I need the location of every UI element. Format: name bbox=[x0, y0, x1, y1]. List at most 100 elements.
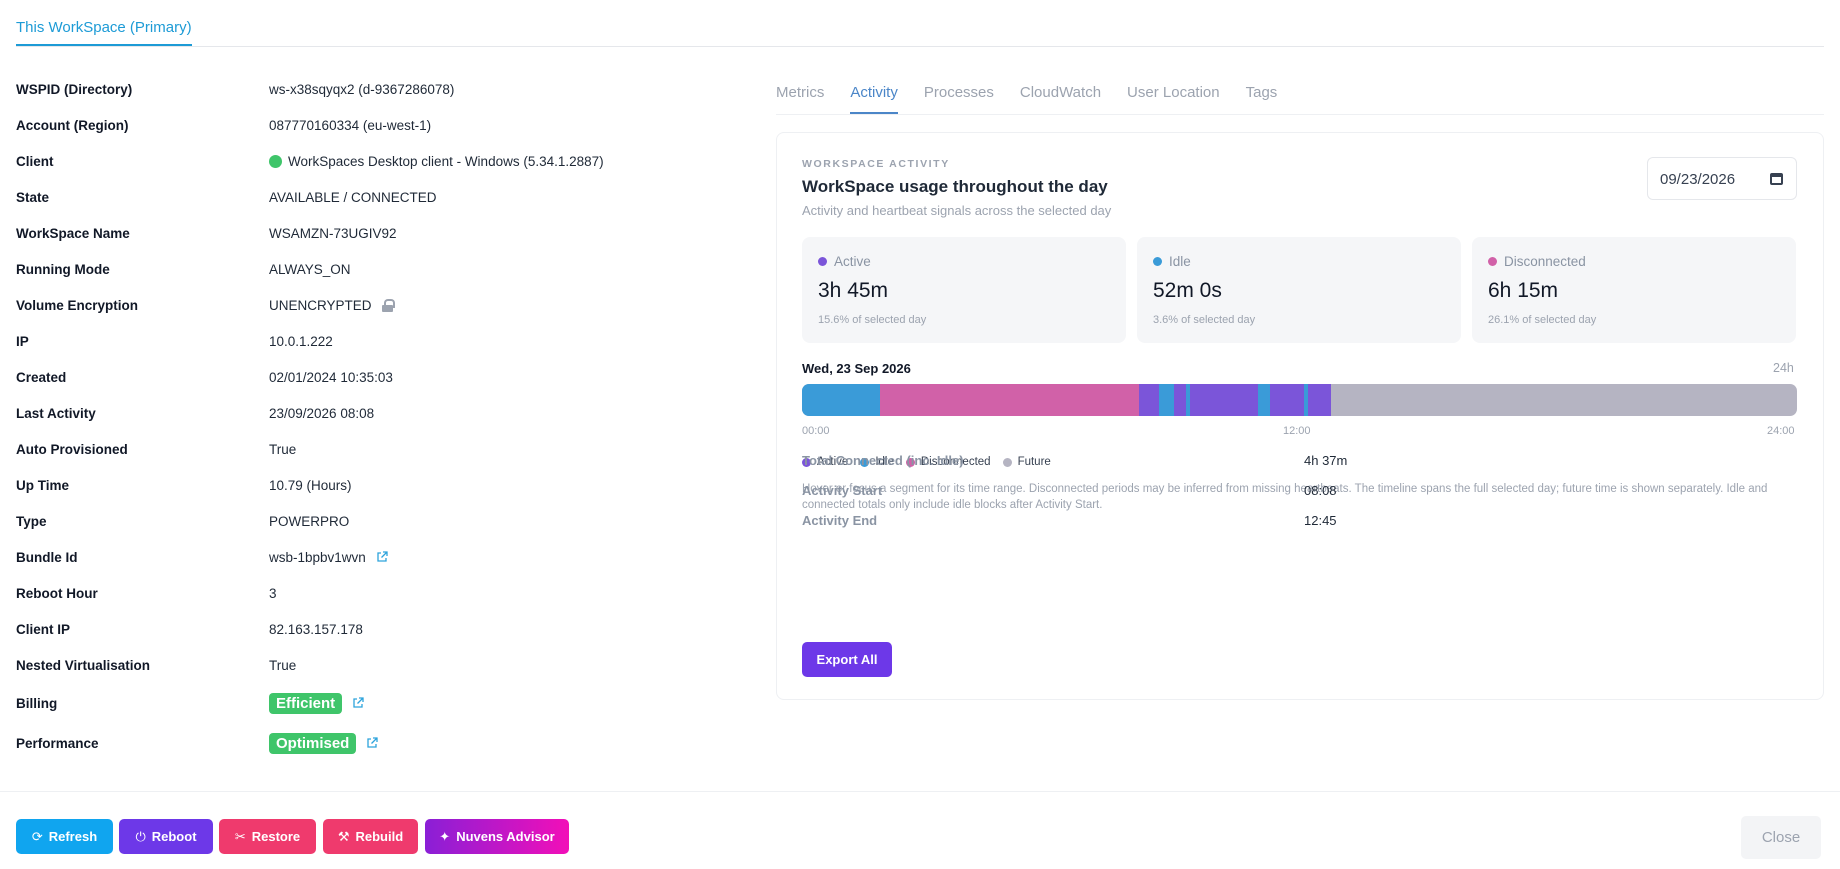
activity-card: WORKSPACE ACTIVITY WorkSpace usage throu… bbox=[776, 132, 1824, 700]
detail-row-last-activity: Last Activity 23/09/2026 08:08 bbox=[16, 395, 756, 431]
stat-label: Active bbox=[834, 254, 871, 269]
tab-cloudwatch[interactable]: CloudWatch bbox=[1019, 84, 1102, 101]
export-all-button[interactable]: Export All bbox=[802, 642, 892, 677]
nuvens-advisor-button[interactable]: ✦ Nuvens Advisor bbox=[425, 819, 569, 854]
timeline-segment-disconnected[interactable] bbox=[879, 384, 1140, 416]
detail-value: True bbox=[269, 657, 297, 673]
timeline-segment-active[interactable] bbox=[1307, 384, 1331, 416]
disconnected-dot-icon bbox=[1488, 257, 1497, 266]
legend-item-active: Active bbox=[802, 456, 848, 468]
calendar-icon[interactable] bbox=[1770, 173, 1783, 185]
detail-row-wspid: WSPID (Directory) ws-x38sqyqx2 (d-936728… bbox=[16, 71, 756, 107]
rebuild-button[interactable]: ⚒ Rebuild bbox=[323, 819, 418, 854]
legend-dot-icon bbox=[1002, 457, 1012, 467]
stat-card-idle: Idle 52m 0s 3.6% of selected day bbox=[1137, 237, 1461, 343]
timeline-segment-idle[interactable] bbox=[1158, 384, 1175, 416]
date-picker-input[interactable]: 09/23/2026 bbox=[1647, 157, 1797, 200]
detail-value: UNENCRYPTED bbox=[269, 297, 372, 313]
detail-row-running-mode: Running Mode ALWAYS_ON bbox=[16, 251, 756, 287]
stat-percent: 15.6% of selected day bbox=[818, 314, 927, 326]
timeline-note: Hover or focus a segment for its time ra… bbox=[802, 483, 1768, 511]
close-button[interactable]: Close bbox=[1741, 816, 1821, 859]
workspace-tabs: This WorkSpace (Primary) bbox=[16, 0, 1824, 47]
legend-label: Disconnected bbox=[920, 456, 991, 468]
summary-value-activity-start: 08:08 bbox=[1304, 483, 1337, 498]
timeline-segment-idle[interactable] bbox=[1186, 384, 1190, 416]
stat-card-active: Active 3h 45m 15.6% of selected day bbox=[802, 237, 1126, 343]
detail-value: True bbox=[269, 441, 297, 457]
card-subtitle: Activity and heartbeat signals across th… bbox=[802, 203, 1112, 218]
detail-row-ip: IP 10.0.1.222 bbox=[16, 323, 756, 359]
legend-item-future: Future bbox=[1002, 456, 1051, 468]
tab-tags[interactable]: Tags bbox=[1245, 84, 1278, 101]
detail-row-bundle-id: Bundle Id wsb-1bpbv1wvn bbox=[16, 539, 756, 575]
stat-value: 3h 45m bbox=[818, 279, 889, 302]
detail-value: ALWAYS_ON bbox=[269, 261, 351, 277]
summary-label-activity-start: Activity Start bbox=[802, 483, 883, 498]
timeline-span: 24h bbox=[1773, 361, 1794, 375]
external-link-icon[interactable] bbox=[352, 697, 364, 709]
detail-label: Volume Encryption bbox=[16, 297, 139, 313]
stat-value: 52m 0s bbox=[1153, 279, 1222, 302]
active-dot-icon bbox=[818, 257, 827, 266]
legend-item-disconnected: Disconnected bbox=[905, 456, 991, 468]
detail-value: WorkSpaces Desktop client - Windows (5.3… bbox=[288, 153, 604, 169]
restore-button[interactable]: ✂ Restore bbox=[219, 819, 316, 854]
timeline-segment-active[interactable] bbox=[1139, 384, 1159, 416]
timeline-segment-active[interactable] bbox=[1174, 384, 1187, 416]
detail-label: Client bbox=[16, 153, 54, 169]
detail-label: IP bbox=[16, 333, 29, 349]
activity-timeline-bar bbox=[802, 384, 1797, 416]
detail-label: Performance bbox=[16, 735, 99, 751]
detail-value: 10.0.1.222 bbox=[269, 333, 333, 349]
detail-label: Reboot Hour bbox=[16, 585, 98, 601]
external-link-icon[interactable] bbox=[376, 551, 388, 563]
detail-label: WorkSpace Name bbox=[16, 225, 130, 241]
idle-dot-icon bbox=[1153, 257, 1162, 266]
refresh-button[interactable]: ⟳ Refresh bbox=[16, 819, 113, 854]
detail-label: Created bbox=[16, 369, 67, 385]
summary-value-activity-end: 12:45 bbox=[1304, 513, 1337, 528]
detail-label: Last Activity bbox=[16, 405, 96, 421]
timeline-segment-idle[interactable] bbox=[802, 384, 880, 416]
summary-value-total-connected: 4h 37m bbox=[1304, 453, 1348, 468]
detail-row-state: State AVAILABLE / CONNECTED bbox=[16, 179, 756, 215]
card-eyebrow: WORKSPACE ACTIVITY bbox=[802, 158, 950, 170]
detail-row-type: Type POWERPRO bbox=[16, 503, 756, 539]
status-dot-icon bbox=[269, 154, 282, 168]
timeline-segment-active[interactable] bbox=[1189, 384, 1259, 416]
legend-dot-icon bbox=[860, 457, 870, 467]
reboot-button[interactable]: ⏻ Reboot bbox=[119, 819, 213, 854]
tab-processes[interactable]: Processes bbox=[923, 84, 994, 101]
timeline-segment-idle[interactable] bbox=[1303, 384, 1308, 416]
detail-label: Account (Region) bbox=[16, 117, 129, 133]
axis-mid-label: 12:00 bbox=[1283, 425, 1311, 437]
tab-activity[interactable]: Activity bbox=[850, 84, 898, 114]
stat-value: 6h 15m bbox=[1488, 279, 1559, 302]
detail-label: Up Time bbox=[16, 477, 70, 493]
tab-this-workspace[interactable]: This WorkSpace (Primary) bbox=[16, 19, 192, 46]
stat-card-disconnected: Disconnected 6h 15m 26.1% of selected da… bbox=[1472, 237, 1796, 343]
legend-dot-icon bbox=[802, 457, 811, 467]
detail-label: Billing bbox=[16, 695, 58, 711]
timeline-legend: Active Idle Disconnected Future bbox=[802, 456, 1051, 468]
detail-value: 82.163.157.178 bbox=[269, 621, 363, 637]
tab-user-location[interactable]: User Location bbox=[1127, 84, 1220, 101]
external-link-icon[interactable] bbox=[366, 737, 379, 749]
detail-label: Nested Virtualisation bbox=[16, 657, 151, 673]
detail-tabs: Metrics Activity Processes CloudWatch Us… bbox=[776, 84, 1824, 115]
card-title: WorkSpace usage throughout the day bbox=[802, 177, 1108, 196]
tab-metrics[interactable]: Metrics bbox=[776, 84, 825, 101]
stat-label: Disconnected bbox=[1504, 254, 1586, 269]
stat-percent: 3.6% of selected day bbox=[1153, 314, 1256, 326]
refresh-icon: ⟳ bbox=[31, 828, 43, 844]
detail-row-client: Client WorkSpaces Desktop client - Windo… bbox=[16, 143, 756, 179]
detail-value: 10.79 (Hours) bbox=[269, 477, 352, 493]
axis-end-label: 24:00 bbox=[1767, 425, 1795, 437]
timeline-segment-active[interactable] bbox=[1270, 384, 1304, 416]
unlock-icon bbox=[381, 298, 395, 312]
detail-label: Client IP bbox=[16, 621, 71, 637]
detail-value: wsb-1bpbv1wvn bbox=[269, 549, 366, 565]
timeline-segment-idle[interactable] bbox=[1258, 384, 1271, 416]
power-icon: ⏻ bbox=[135, 828, 146, 844]
